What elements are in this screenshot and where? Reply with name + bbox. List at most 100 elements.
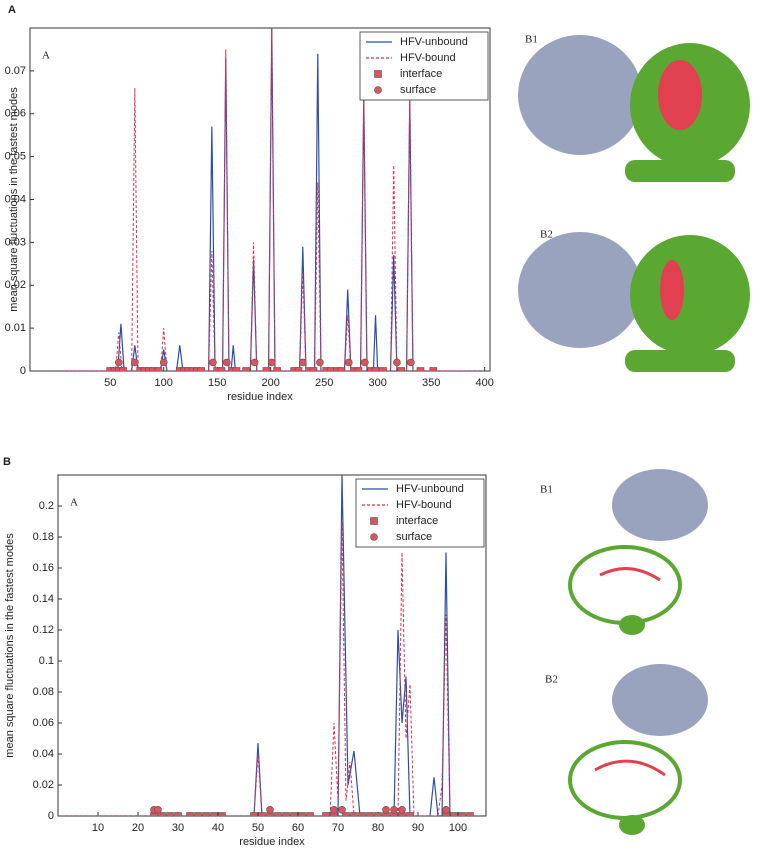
series-line bbox=[57, 28, 489, 371]
y-tick-label: 0.04 bbox=[33, 748, 54, 760]
surface-marker bbox=[330, 805, 338, 814]
surface-marker bbox=[316, 358, 324, 367]
legend-marker bbox=[374, 86, 382, 94]
interface-marker bbox=[326, 367, 335, 371]
surface-marker bbox=[298, 358, 307, 367]
x-tick-label: 70 bbox=[332, 822, 344, 834]
legend-label: HFV-bound bbox=[400, 52, 456, 64]
y-tick-label: 0 bbox=[20, 365, 26, 377]
x-tick-label: 40 bbox=[212, 822, 224, 834]
interface-marker bbox=[366, 812, 374, 816]
interface-marker bbox=[174, 812, 182, 816]
interface-marker bbox=[175, 367, 184, 371]
interface-marker bbox=[194, 812, 202, 816]
interface-marker bbox=[274, 812, 282, 816]
surface-marker bbox=[338, 805, 346, 814]
surface-marker bbox=[209, 358, 217, 367]
interface-marker bbox=[374, 812, 382, 816]
interface-marker bbox=[154, 367, 163, 371]
interface-marker bbox=[258, 812, 266, 816]
surface-marker bbox=[159, 358, 168, 367]
interface-marker bbox=[290, 812, 298, 816]
structure-b1 bbox=[568, 469, 708, 635]
interface-marker bbox=[322, 367, 331, 371]
x-tick-label: 100 bbox=[449, 822, 467, 834]
structure-a1 bbox=[518, 35, 750, 182]
y-tick-label: 0.03 bbox=[5, 236, 26, 248]
interface-marker bbox=[358, 812, 366, 816]
y-tick-label: 0.02 bbox=[5, 279, 26, 291]
interface-marker bbox=[379, 367, 387, 371]
legend-label: HFV-bound bbox=[396, 499, 452, 511]
surface-marker bbox=[393, 358, 401, 367]
interface-marker bbox=[140, 367, 149, 371]
y-tick-label: 0.14 bbox=[33, 593, 54, 605]
structure-label: B2 bbox=[545, 674, 558, 686]
x-axis-label: residue index bbox=[227, 391, 293, 403]
interface-marker bbox=[144, 367, 153, 371]
x-tick-label: 30 bbox=[172, 822, 184, 834]
y-tick-label: 0.06 bbox=[5, 108, 26, 120]
interface-marker bbox=[149, 367, 157, 371]
surface-marker bbox=[407, 358, 415, 367]
x-axis-label: residue index bbox=[239, 836, 305, 848]
surface-marker bbox=[131, 358, 139, 367]
interface-marker bbox=[213, 367, 222, 371]
interface-marker bbox=[218, 812, 226, 816]
x-tick-label: 400 bbox=[475, 377, 493, 389]
data-layer bbox=[62, 475, 482, 816]
surface-marker bbox=[250, 358, 259, 367]
interface-marker bbox=[350, 812, 358, 816]
y-tick-label: 0.2 bbox=[39, 500, 54, 512]
interface-marker bbox=[262, 367, 271, 371]
legend-label: surface bbox=[396, 531, 432, 543]
surface-marker bbox=[382, 805, 390, 814]
interface-marker bbox=[458, 812, 466, 816]
interface-marker bbox=[322, 812, 330, 816]
surface-marker bbox=[390, 805, 398, 814]
interface-marker bbox=[337, 367, 346, 371]
y-axis-label: mean square fluctuations in the fastest … bbox=[8, 87, 20, 312]
x-tick-label: 200 bbox=[262, 377, 280, 389]
interface-marker bbox=[202, 812, 210, 816]
y-tick-label: 0.18 bbox=[33, 531, 54, 543]
interface-marker bbox=[282, 812, 290, 816]
interface-marker bbox=[186, 812, 194, 816]
interface-marker bbox=[158, 812, 166, 816]
interface-marker bbox=[217, 367, 226, 371]
surface-marker bbox=[344, 358, 353, 367]
interface-marker bbox=[354, 367, 363, 371]
interface-marker bbox=[210, 812, 218, 816]
interface-marker bbox=[406, 812, 414, 816]
surface-marker bbox=[442, 805, 450, 814]
interface-marker bbox=[193, 367, 201, 371]
x-tick-label: 80 bbox=[372, 822, 384, 834]
interface-marker bbox=[397, 367, 406, 371]
x-tick-label: 350 bbox=[422, 377, 440, 389]
chart: A A 50 100 150 200 250 300 350 400 0 0.01 0.02 0.03 0.… bbox=[5, 4, 553, 403]
interface-marker bbox=[429, 367, 438, 371]
interface-marker bbox=[294, 367, 303, 371]
inset-label: A bbox=[42, 50, 50, 62]
interface-marker bbox=[290, 367, 299, 371]
y-tick-label: 0.02 bbox=[33, 779, 54, 791]
x-tick-label: 60 bbox=[292, 822, 304, 834]
y-tick-label: 0.16 bbox=[33, 562, 54, 574]
interface-marker bbox=[306, 812, 314, 816]
surface-marker bbox=[223, 358, 231, 367]
surface-marker bbox=[267, 358, 276, 367]
y-tick-label: 0.07 bbox=[5, 65, 26, 77]
surface-marker bbox=[114, 358, 123, 367]
x-tick-label: 100 bbox=[155, 377, 173, 389]
interface-marker bbox=[197, 367, 205, 371]
interface-marker bbox=[184, 367, 193, 371]
y-tick-label: 0.08 bbox=[33, 686, 54, 698]
interface-marker bbox=[106, 367, 115, 371]
interface-marker bbox=[136, 367, 144, 371]
panel-label: B bbox=[3, 456, 11, 468]
interface-marker bbox=[242, 367, 250, 371]
y-tick-label: 0.1 bbox=[39, 655, 54, 667]
interface-marker bbox=[180, 367, 188, 371]
legend-label: surface bbox=[400, 84, 436, 96]
